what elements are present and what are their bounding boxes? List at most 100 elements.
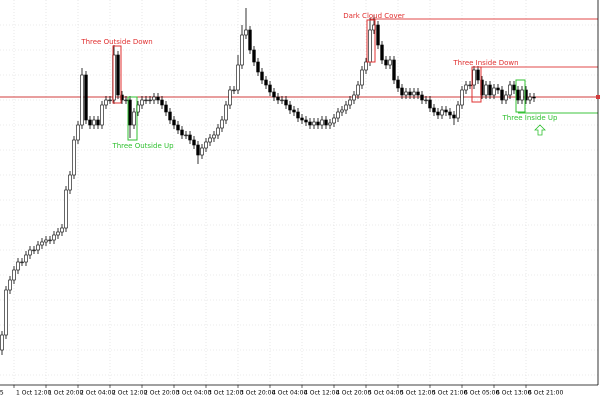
annotation: Dark Cloud Cover [343,12,405,20]
candle-body [516,89,520,101]
candle-body [96,119,100,126]
x-tick-label: 5 Oct 12:00 [400,390,435,397]
candle-body [316,121,320,126]
candle-body [92,119,96,126]
candle-body [128,99,132,126]
candle-body [160,99,164,106]
candle-body [216,127,220,136]
candle-body [24,254,28,263]
candle-body [28,249,32,256]
x-tick-label: 2 Oct 20:00 [144,390,179,397]
candle-body [528,96,532,101]
candle-body [340,109,344,113]
candle-body [8,279,12,291]
candle-body [168,111,172,121]
candle-body [424,99,428,102]
candle-body [400,87,404,96]
candle-body [304,119,308,123]
x-tick-label: 5 Oct 04:00 [368,390,403,397]
candle-body [208,137,212,143]
x-tick-label: 6 Oct 05:00 [464,390,499,397]
annotation: Three Inside Up [502,114,558,122]
candle-body [108,99,112,102]
candle-body [20,261,24,264]
candle-body [164,104,168,113]
x-tick-label: 1 Oct 20:00 [48,390,83,397]
candle-body [408,91,412,96]
candle-body [172,119,176,126]
candle-body [512,84,516,91]
x-tick-label: 3 Oct 20:00 [240,390,275,397]
x-tick-label: 3 Oct 12:00 [208,390,243,397]
candle-body [52,234,56,241]
candle-body [124,99,128,102]
candle-body [264,79,268,86]
candle-body [220,119,224,129]
candle-body [268,84,272,93]
pattern-box [515,79,526,113]
candle-body [100,104,104,126]
candle-body [192,139,196,146]
candle-body [332,117,336,124]
candle-body [88,119,92,126]
candle-body [488,84,492,96]
x-tick-label: 2 Oct 04:00 [80,390,115,397]
candle-body [460,89,464,106]
candle-body [180,129,184,136]
annotation: Three Outside Down [80,38,152,46]
candle-body [56,231,60,236]
candle-body [380,44,384,61]
candle-body [444,109,448,113]
arrow-icon [534,124,546,136]
candle-body [196,144,200,156]
candle-body [456,104,460,119]
candle-body [508,84,512,96]
candle-body [116,54,120,96]
candle-body [492,87,496,96]
candle-body [308,121,312,126]
candle-body [260,71,264,81]
x-tick-label: 6 Oct 21:00 [528,390,563,397]
candle-body [464,84,468,91]
candle-body [500,89,504,101]
candle-body [436,111,440,116]
candle-body [84,74,88,121]
candle-body [312,121,316,126]
candle-body [412,91,416,96]
candle-body [0,334,4,351]
candle-body [348,99,352,106]
candle-body [104,99,108,106]
candle-body [452,114,456,119]
candle-body [280,99,284,102]
candle-body [228,89,232,106]
x-tick-label: 2 Oct 12:00 [112,390,147,397]
candle-body [12,269,16,281]
candle-body [248,29,252,51]
candle-body [476,69,480,81]
candle-body [520,89,524,101]
candle-body [224,104,228,121]
candle-body [504,94,508,101]
candle-body [276,96,280,101]
candle-body [368,29,372,63]
candle-body [404,91,408,96]
candle-body [296,111,300,119]
candle-body [60,227,64,233]
candle-body [292,109,296,113]
candle-body [376,24,380,46]
candle-body [472,69,476,86]
price-marker [596,95,600,99]
candle-body [176,124,180,131]
candle-body [64,189,68,229]
candle-body [428,99,432,109]
candle-body [44,239,48,243]
candle-body [324,119,328,126]
candle-body [156,96,160,101]
candle-body [200,147,204,156]
annotation: Three Outside Up [111,142,174,150]
candle-body [388,59,392,66]
candle-body [212,134,216,139]
candle-body [188,134,192,141]
